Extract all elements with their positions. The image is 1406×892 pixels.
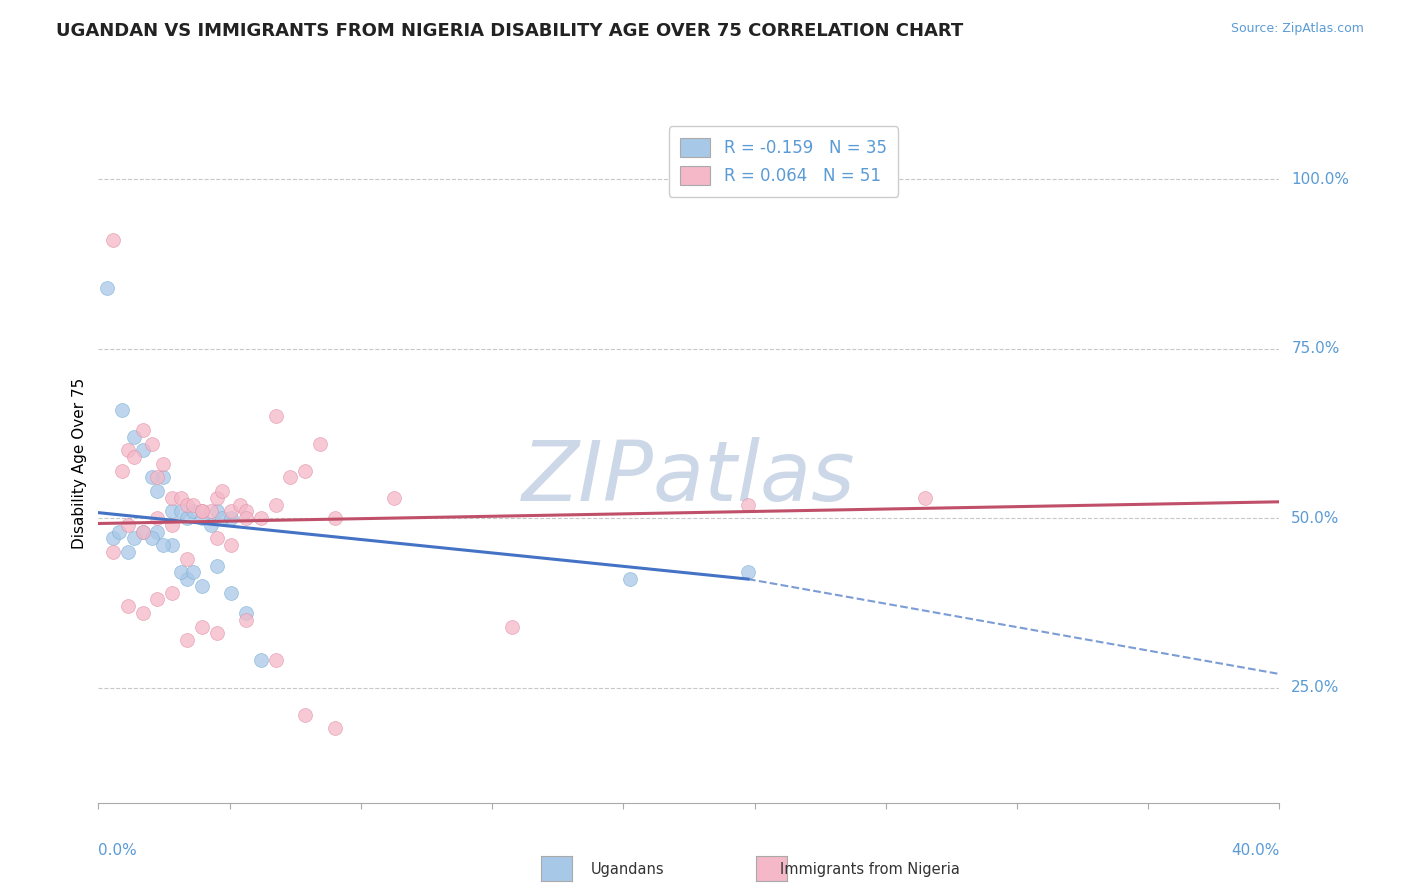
Point (294, 464, 316, 478)
Point (122, 450, 145, 464)
Point (176, 498, 198, 512)
Text: 0.0%: 0.0% (98, 844, 138, 858)
Point (181, 566, 204, 580)
Point (191, 504, 214, 518)
Text: Ugandans: Ugandans (591, 863, 664, 877)
Point (235, 511, 257, 525)
Point (170, 504, 193, 518)
Point (176, 633, 198, 648)
Text: Immigrants from Nigeria: Immigrants from Nigeria (780, 863, 960, 877)
Point (141, 436, 163, 450)
Point (170, 491, 193, 505)
Point (181, 498, 204, 512)
Point (122, 430, 145, 444)
Text: ZIPatlas: ZIPatlas (522, 437, 856, 518)
Point (737, 566, 759, 580)
Legend: R = -0.159   N = 35, R = 0.064   N = 51: R = -0.159 N = 35, R = 0.064 N = 51 (669, 127, 898, 196)
Point (619, 572, 641, 586)
Point (103, 233, 125, 247)
Point (132, 524, 155, 539)
Point (152, 457, 174, 471)
Point (264, 498, 287, 512)
Point (235, 504, 257, 518)
Point (132, 524, 155, 539)
Point (111, 464, 134, 478)
Point (250, 511, 273, 525)
Point (219, 538, 242, 552)
Point (200, 504, 222, 518)
Point (152, 470, 174, 484)
Point (205, 504, 228, 518)
Point (146, 524, 169, 539)
Point (162, 538, 183, 552)
Point (132, 423, 155, 437)
Point (914, 491, 936, 505)
Point (162, 517, 183, 532)
Point (205, 532, 228, 546)
Point (278, 470, 302, 484)
Point (219, 504, 242, 518)
Point (219, 585, 242, 599)
Point (205, 626, 228, 640)
Point (132, 443, 155, 458)
Point (117, 599, 139, 614)
Point (117, 545, 139, 559)
Text: UGANDAN VS IMMIGRANTS FROM NIGERIA DISABILITY AGE OVER 75 CORRELATION CHART: UGANDAN VS IMMIGRANTS FROM NIGERIA DISAB… (56, 22, 963, 40)
Text: 25.0%: 25.0% (1291, 680, 1340, 695)
Point (146, 483, 169, 498)
Point (323, 721, 346, 735)
Point (108, 524, 131, 539)
Point (181, 504, 204, 518)
Point (205, 558, 228, 573)
Text: 75.0%: 75.0% (1291, 341, 1340, 356)
Point (141, 470, 163, 484)
Point (264, 409, 287, 424)
Point (96, 280, 118, 294)
Point (141, 532, 163, 546)
Point (117, 517, 139, 532)
Point (235, 613, 257, 627)
Point (132, 606, 155, 620)
Text: 50.0%: 50.0% (1291, 510, 1340, 525)
Point (152, 538, 174, 552)
Point (103, 532, 125, 546)
Point (309, 436, 332, 450)
Text: 100.0%: 100.0% (1291, 171, 1350, 186)
Point (146, 511, 169, 525)
Point (264, 653, 287, 667)
Text: 40.0%: 40.0% (1232, 844, 1279, 858)
Point (294, 707, 316, 722)
Point (211, 483, 233, 498)
Point (122, 532, 145, 546)
Point (191, 579, 214, 593)
Point (205, 491, 228, 505)
Point (219, 511, 242, 525)
Point (162, 504, 183, 518)
Point (117, 443, 139, 458)
Point (191, 511, 214, 525)
Point (162, 585, 183, 599)
Point (229, 498, 252, 512)
Point (146, 592, 169, 607)
Point (323, 511, 346, 525)
Point (146, 470, 169, 484)
Point (235, 606, 257, 620)
Point (162, 491, 183, 505)
Y-axis label: Disability Age Over 75: Disability Age Over 75 (72, 378, 87, 549)
Point (176, 572, 198, 586)
Point (382, 491, 405, 505)
Text: Source: ZipAtlas.com: Source: ZipAtlas.com (1230, 22, 1364, 36)
Point (211, 511, 233, 525)
Point (111, 402, 134, 417)
Point (103, 545, 125, 559)
Point (737, 498, 759, 512)
Point (176, 511, 198, 525)
Point (176, 551, 198, 566)
Point (200, 517, 222, 532)
Point (501, 619, 523, 633)
Point (170, 566, 193, 580)
Point (250, 653, 273, 667)
Point (191, 504, 214, 518)
Point (191, 619, 214, 633)
